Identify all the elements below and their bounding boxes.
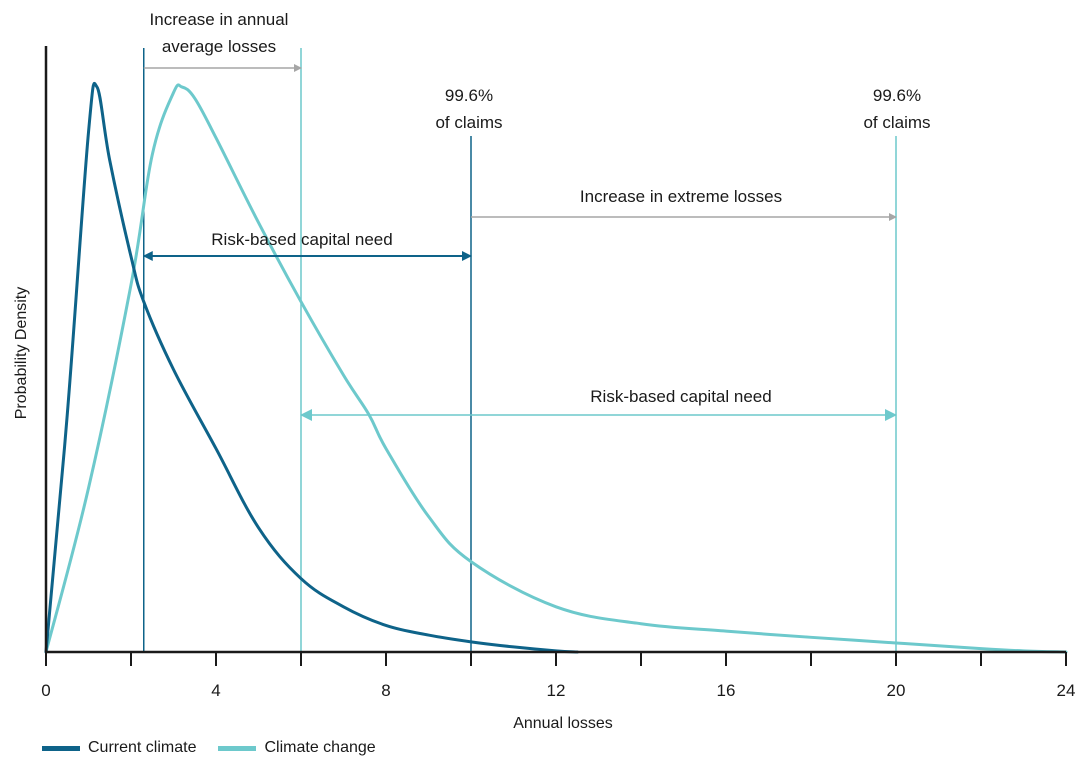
x-tick-label: 4	[211, 681, 220, 700]
series-line-current-climate	[44, 81, 579, 654]
legend-swatch-climate-change	[218, 745, 257, 751]
legend-label-current-climate: Current climate	[88, 739, 197, 756]
series-layer	[44, 81, 1068, 654]
annotation-rbcn-change-text: Risk-based capital need	[590, 387, 771, 406]
chart-canvas: 0 4 8 12 16 20 24 Probability Density Annual l…	[13, 10, 1075, 732]
x-tick-label: 0	[41, 681, 50, 700]
annotation-rbcn-current-text: Risk-based capital need	[211, 230, 392, 249]
x-tick-label: 16	[717, 681, 736, 700]
legend-item-climate-change: Climate change	[218, 739, 376, 757]
x-tick-label: 24	[1057, 681, 1076, 700]
annotation-claims-change-text: 99.6%	[873, 86, 921, 105]
x-tick-label: 8	[381, 681, 390, 700]
annotation-claims-current-text: of claims	[435, 113, 502, 132]
x-tick-label: 12	[547, 681, 566, 700]
annotation-claims-change-text: of claims	[863, 113, 930, 132]
x-tick-label: 20	[887, 681, 906, 700]
legend-swatch-current-climate	[42, 745, 80, 751]
legend-item-current-climate: Current climate	[42, 739, 196, 757]
legend-label-climate-change: Climate change	[264, 739, 376, 756]
annotation-inc-extreme-text: Increase in extreme losses	[580, 187, 782, 206]
annotation-inc-avg-text: Increase in annual	[150, 10, 289, 29]
x-axis-ticks: 0 4 8 12 16 20 24	[41, 652, 1075, 700]
x-axis-label: Annual losses	[513, 715, 613, 732]
vertical-reference-lines	[143, 48, 897, 652]
annotations-layer: Increase in annual average losses 99.6% of …	[142, 10, 931, 421]
y-axis-label: Probability Density	[13, 287, 30, 420]
annotation-claims-current-text: 99.6%	[445, 86, 493, 105]
annotation-inc-avg-text: average losses	[162, 37, 276, 56]
series-line-climate-change	[44, 83, 1068, 654]
legend: Current climate Climate change	[42, 737, 398, 759]
